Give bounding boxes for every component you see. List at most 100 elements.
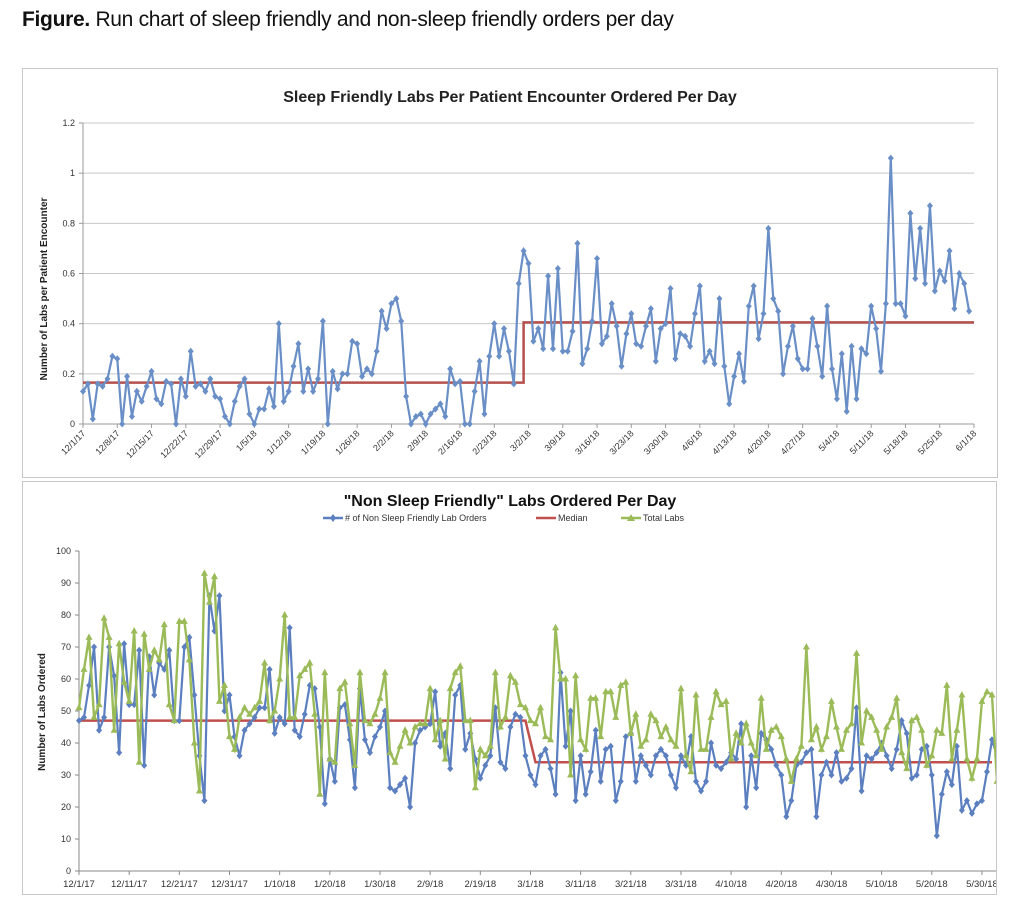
data-point	[693, 777, 700, 785]
x-tick-label: 4/20/18	[765, 879, 797, 890]
data-point	[487, 752, 494, 760]
data-point	[437, 742, 444, 750]
data-point	[682, 751, 690, 759]
data-point	[271, 707, 279, 714]
data-point	[888, 713, 896, 720]
data-point	[403, 392, 410, 400]
legend-label: Median	[558, 513, 588, 523]
data-point	[99, 382, 106, 390]
data-point	[141, 761, 148, 769]
data-point	[757, 694, 765, 701]
data-point	[692, 691, 700, 698]
data-point	[120, 678, 128, 685]
x-tick-label: 12/22/17	[158, 428, 190, 460]
data-point	[301, 665, 309, 672]
data-point	[552, 623, 560, 631]
data-point	[452, 380, 459, 388]
data-point	[638, 342, 645, 350]
data-point	[877, 367, 884, 375]
data-point	[115, 639, 123, 647]
data-point	[824, 302, 831, 310]
data-point	[381, 668, 389, 676]
x-tick-label: 1/19/18	[299, 428, 327, 456]
data-point	[752, 751, 760, 759]
data-point	[226, 420, 233, 428]
data-point	[822, 732, 830, 740]
data-point	[868, 713, 876, 720]
data-point	[731, 372, 738, 380]
data-point	[521, 703, 529, 711]
data-point	[165, 700, 173, 708]
data-point	[572, 671, 580, 679]
data-point	[961, 280, 968, 288]
data-point	[506, 671, 514, 679]
data-point	[527, 771, 534, 779]
data-point	[326, 755, 334, 762]
data-point	[768, 745, 775, 753]
x-tick-label: 3/31/18	[665, 879, 697, 890]
data-point	[86, 681, 93, 689]
data-point	[702, 745, 710, 752]
data-point	[392, 787, 399, 795]
data-point	[542, 745, 549, 753]
data-point	[582, 745, 590, 752]
data-point	[698, 787, 705, 795]
data-point	[111, 672, 118, 680]
data-point	[486, 742, 494, 749]
data-point	[883, 752, 890, 760]
data-point	[200, 569, 208, 576]
data-point	[557, 675, 565, 682]
data-point	[868, 302, 875, 310]
data-point	[231, 745, 239, 752]
data-point	[682, 332, 689, 340]
data-point	[572, 797, 579, 805]
x-tick-label: 3/23/18	[607, 428, 635, 456]
series-line	[82, 158, 971, 427]
data-point	[809, 315, 816, 323]
data-point	[564, 347, 571, 355]
data-point	[802, 643, 810, 650]
data-point	[295, 340, 302, 348]
data-point	[515, 280, 522, 288]
data-point	[128, 412, 135, 420]
data-point	[893, 694, 901, 701]
legend: # of Non Sleep Friendly Lab Orders Media…	[323, 513, 685, 523]
data-point	[913, 713, 921, 720]
data-point	[843, 726, 851, 733]
data-point	[603, 332, 610, 340]
data-point	[672, 784, 679, 792]
data-point	[797, 742, 805, 749]
data-point	[505, 347, 512, 355]
data-point	[158, 400, 165, 408]
data-point	[667, 285, 674, 293]
data-point	[133, 387, 140, 395]
data-point	[708, 739, 715, 747]
data-point	[437, 400, 444, 408]
x-tick-label: 4/10/18	[715, 879, 747, 890]
data-point	[923, 761, 931, 768]
data-point	[623, 330, 630, 338]
data-point	[396, 742, 404, 749]
data-point	[545, 272, 552, 280]
data-point	[642, 735, 650, 743]
data-point	[361, 736, 368, 744]
data-point	[577, 735, 585, 743]
data-point	[789, 322, 796, 330]
data-point	[537, 752, 544, 760]
data-point	[988, 691, 996, 698]
data-point	[316, 790, 324, 797]
data-point	[452, 691, 459, 699]
data-point	[231, 397, 238, 405]
data-point	[943, 768, 950, 776]
data-point	[559, 347, 566, 355]
data-point	[143, 382, 150, 390]
x-tick-label: 1/10/18	[264, 879, 296, 890]
data-point	[197, 380, 204, 388]
data-point	[236, 752, 243, 760]
data-point	[587, 768, 594, 776]
legend-item-median: Median	[536, 513, 588, 523]
y-tick-label: 100	[56, 546, 71, 556]
x-tick-label: 1/12/18	[265, 428, 293, 456]
data-point	[246, 720, 253, 728]
data-point	[607, 687, 615, 695]
